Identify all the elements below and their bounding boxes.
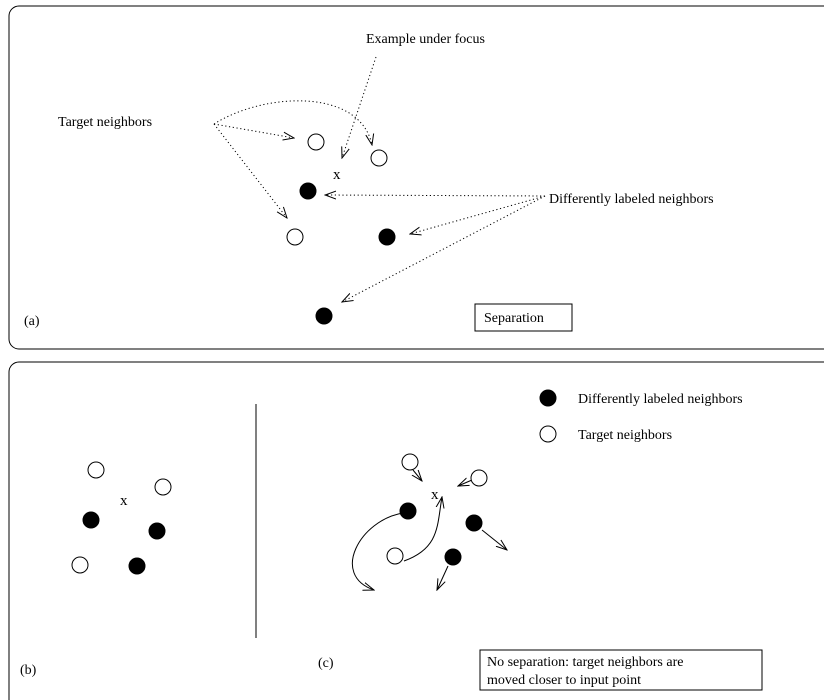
legend-open-marker	[539, 425, 557, 443]
arrow-different-2	[410, 195, 546, 234]
target-neighbor-point	[386, 547, 404, 565]
differently-labeled-neighbors-label: Differently labeled neighbors	[549, 192, 714, 207]
target-neighbor-point	[71, 556, 89, 574]
move-arrow	[481, 529, 507, 550]
differently-labeled-point	[299, 182, 317, 200]
target-neighbor-point	[307, 133, 325, 151]
differently-labeled-point	[128, 557, 146, 575]
target-neighbor-point	[401, 453, 419, 471]
panel-b-tag: (b)	[20, 663, 37, 678]
panel-b-x-marker: x	[120, 493, 128, 509]
move-arrow-curved	[352, 512, 404, 590]
panel-a-tag: (a)	[24, 314, 40, 329]
differently-labeled-point	[399, 502, 417, 520]
no-separation-line-1: No separation: target neighbors are	[487, 655, 683, 670]
differently-labeled-point	[315, 307, 333, 325]
differently-labeled-point	[444, 548, 462, 566]
legend-target-neighbors: Target neighbors	[578, 428, 672, 443]
target-neighbors-label: Target neighbors	[58, 115, 152, 130]
target-neighbor-point	[286, 228, 304, 246]
move-arrow	[437, 565, 449, 590]
arrow-different-1	[325, 195, 546, 196]
legend-filled-marker	[539, 389, 557, 407]
panel-bc-frame	[8, 361, 824, 700]
no-separation-line-2: moved closer to input point	[487, 673, 641, 688]
legend-differently-labeled: Differently labeled neighbors	[578, 392, 743, 407]
arrow-target-1	[213, 123, 294, 138]
target-neighbor-point	[370, 149, 388, 167]
arrow-example-to-x	[342, 56, 377, 158]
arrow-target-2	[213, 100, 372, 145]
target-neighbor-point	[154, 478, 172, 496]
separation-box	[474, 303, 573, 332]
move-arrow	[458, 480, 473, 486]
arrow-target-3	[213, 123, 287, 218]
panel-a-frame	[8, 5, 824, 350]
target-neighbor-point	[87, 461, 105, 479]
panel-a-x-marker: x	[333, 167, 341, 183]
separation-box-text: Separation	[484, 311, 544, 326]
panel-c-x-marker: x	[431, 487, 439, 503]
differently-labeled-point	[465, 514, 483, 532]
arrow-different-3	[342, 195, 546, 302]
move-arrow-curved	[403, 497, 442, 562]
differently-labeled-point	[148, 522, 166, 540]
example-under-focus-label: Example under focus	[366, 32, 485, 47]
panel-c-tag: (c)	[318, 656, 334, 671]
no-separation-box	[479, 649, 763, 691]
differently-labeled-point	[82, 511, 100, 529]
target-neighbor-point	[470, 469, 488, 487]
differently-labeled-point	[378, 228, 396, 246]
move-arrow	[413, 469, 422, 481]
